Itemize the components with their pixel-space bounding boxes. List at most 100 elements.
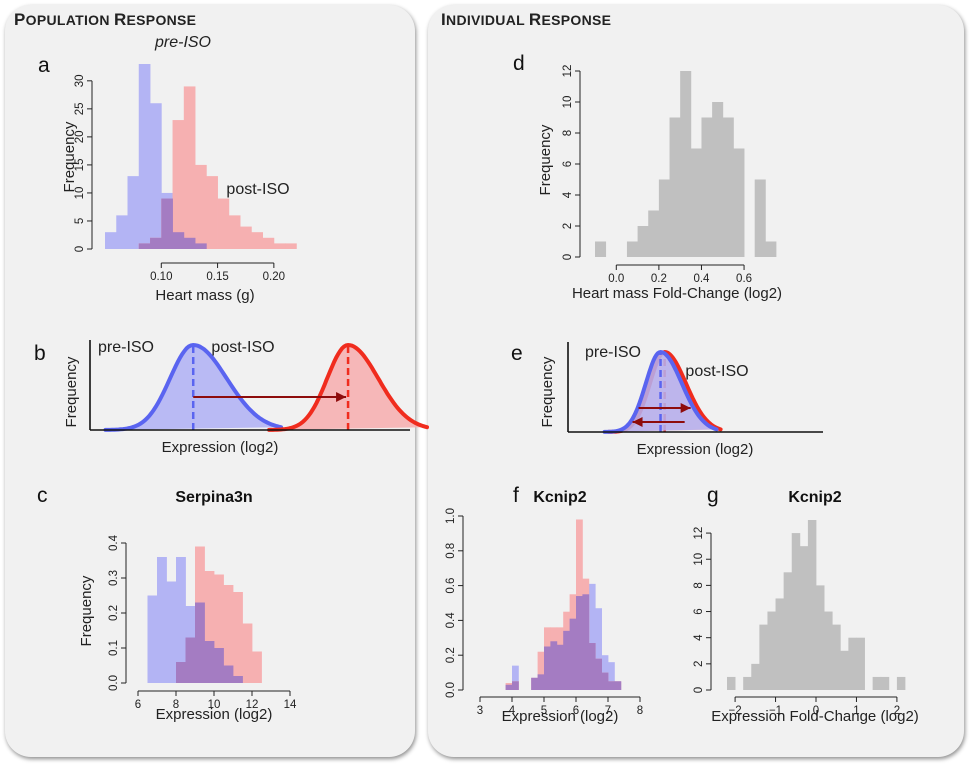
x-axis-label-f: Expression (log2) xyxy=(502,708,619,725)
y-tick-label-a-3: 15 xyxy=(74,159,86,172)
bar-a-s1-13 xyxy=(285,243,297,249)
annotation-a-1: post-ISO xyxy=(226,181,289,198)
x-tick-label-g-3: 1 xyxy=(853,705,859,717)
legend-post-b: post-ISO xyxy=(211,339,274,356)
bar-g-s0-10 xyxy=(807,520,817,690)
bar-d-s0-11 xyxy=(712,102,724,257)
chart-title-g: Kcnip2 xyxy=(788,489,841,506)
y-axis-label-b: Frequency xyxy=(63,356,80,427)
bar-d-s0-12 xyxy=(722,117,734,257)
panel-label-e: e xyxy=(511,342,523,365)
bar-d-s0-4 xyxy=(637,226,649,257)
chart-a xyxy=(87,64,297,268)
x-tick-label-c-4: 14 xyxy=(284,699,297,711)
y-tick-label-g-0: 0 xyxy=(693,687,705,693)
y-tick-label-d-4: 8 xyxy=(562,130,574,136)
density-curve-b-0 xyxy=(103,342,283,432)
y-axis-label-c: Frequency xyxy=(78,575,95,646)
bar-a-s1-9 xyxy=(240,226,252,249)
y-tick-label-f-4: 0.8 xyxy=(445,543,457,559)
bar-g-s0-19 xyxy=(880,676,890,690)
bar-g-s0-11 xyxy=(816,585,825,690)
bar-g-s0-14 xyxy=(840,650,849,690)
bar-d-s0-15 xyxy=(754,179,766,257)
y-tick-label-a-0: 0 xyxy=(74,246,86,252)
bar-overlap-a-4 xyxy=(150,237,162,249)
bar-g-s0-8 xyxy=(791,533,801,690)
x-tick-label-d-1: 0.2 xyxy=(651,273,667,285)
bar-d-s0-9 xyxy=(690,148,702,257)
bar-c-s0-2 xyxy=(166,581,177,683)
bar-d-s0-3 xyxy=(626,241,638,257)
x-tick-label-g-0: −2 xyxy=(729,705,742,717)
legend-pre-b: pre-ISO xyxy=(98,339,154,356)
x-tick-label-d-3: 0.6 xyxy=(736,273,752,285)
bar-a-s1-3 xyxy=(172,120,185,249)
y-tick-label-a-2: 10 xyxy=(74,187,86,200)
y-tick-label-d-5: 10 xyxy=(562,96,574,109)
bar-overlap-f-11 xyxy=(588,643,596,690)
y-tick-label-f-1: 0.2 xyxy=(445,647,457,663)
bar-a-s1-8 xyxy=(228,215,241,249)
shift-arrow-e-left-head xyxy=(632,417,643,427)
bar-d-s0-5 xyxy=(648,210,660,257)
bar-g-s0-0 xyxy=(727,676,736,690)
bar-overlap-c-4 xyxy=(185,637,196,683)
bar-c-s0-1 xyxy=(157,557,167,683)
y-tick-label-a-6: 30 xyxy=(74,74,86,87)
y-tick-label-d-0: 0 xyxy=(562,254,574,260)
bar-a-s1-5 xyxy=(195,164,207,249)
x-tick-label-f-1: 4 xyxy=(509,705,516,717)
x-axis-label-b: Expression (log2) xyxy=(162,439,279,456)
bar-overlap-f-8 xyxy=(569,618,577,690)
bar-d-s0-6 xyxy=(658,179,670,257)
bar-overlap-f-13 xyxy=(601,672,609,690)
bar-a-s1-12 xyxy=(273,243,286,249)
x-axis-label-e: Expression (log2) xyxy=(637,441,754,458)
x-tick-label-c-2: 10 xyxy=(208,699,221,711)
chart-f xyxy=(458,515,641,702)
y-tick-label-d-1: 2 xyxy=(562,223,574,229)
bar-a-s0-2 xyxy=(127,176,140,249)
chart-b xyxy=(89,340,429,432)
bar-a-s0-0 xyxy=(105,232,117,249)
y-tick-label-g-1: 2 xyxy=(693,661,705,667)
bar-overlap-c-3 xyxy=(176,662,186,683)
bar-a-s1-6 xyxy=(206,176,218,249)
bar-c-s1-8 xyxy=(252,651,262,683)
bar-g-s0-3 xyxy=(751,663,760,690)
bar-overlap-f-4 xyxy=(544,646,551,690)
x-tick-label-a-1: 0.15 xyxy=(206,271,228,283)
bar-c-s0-3 xyxy=(176,557,186,683)
bar-f-s0-14 xyxy=(608,662,615,690)
y-tick-label-g-3: 6 xyxy=(693,608,705,614)
legend-post-e: post-ISO xyxy=(685,363,748,380)
y-tick-label-a-1: 5 xyxy=(74,218,86,224)
density-curve-b-1 xyxy=(267,342,429,432)
x-tick-label-f-5: 8 xyxy=(637,705,643,717)
x-tick-label-f-0: 3 xyxy=(477,705,483,717)
bar-d-s0-10 xyxy=(701,117,713,257)
panel-label-d: d xyxy=(513,52,525,75)
x-axis-label-g: Expression Fold-Change (log2) xyxy=(711,708,919,725)
x-axis-label-c: Expression (log2) xyxy=(156,706,273,723)
x-axis-label-a: Heart mass (g) xyxy=(155,287,254,304)
y-tick-label-a-5: 25 xyxy=(74,102,86,115)
bar-overlap-c-7 xyxy=(214,648,224,683)
bar-overlap-f-15 xyxy=(614,681,622,690)
density-curve-e-0 xyxy=(602,349,719,434)
bar-g-s0-15 xyxy=(848,637,857,690)
chart-c xyxy=(121,542,291,696)
bar-c-s1-4 xyxy=(214,574,224,683)
bar-overlap-a-7 xyxy=(183,237,196,249)
y-tick-label-g-5: 10 xyxy=(693,553,705,566)
bar-f-s0-11 xyxy=(588,583,596,690)
y-tick-label-d-3: 6 xyxy=(562,161,574,167)
bar-f-s0-1 xyxy=(512,665,519,690)
bar-a-s1-7 xyxy=(217,198,230,249)
shift-arrow-e-right-head xyxy=(680,403,691,413)
bar-overlap-f-5 xyxy=(550,641,558,690)
bar-g-s0-5 xyxy=(767,611,776,690)
bar-c-s1-5 xyxy=(223,585,234,683)
